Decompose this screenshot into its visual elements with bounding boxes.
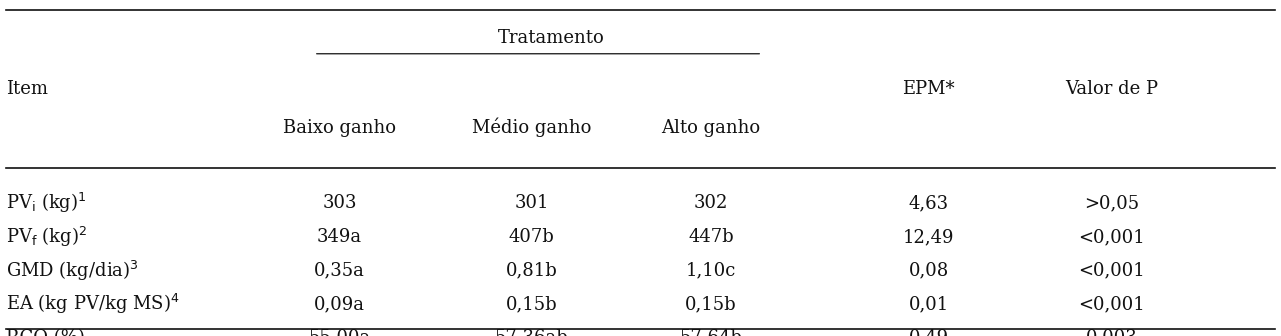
Text: 4,63: 4,63 [908, 194, 949, 212]
Text: EPM*: EPM* [902, 80, 956, 98]
Text: GMD (kg/dia)$^3$: GMD (kg/dia)$^3$ [6, 258, 140, 283]
Text: RCQ (%): RCQ (%) [6, 329, 86, 336]
Text: 0,15b: 0,15b [506, 295, 557, 313]
Text: Alto ganho: Alto ganho [661, 119, 761, 137]
Text: Médio ganho: Médio ganho [471, 118, 592, 137]
Text: 0,81b: 0,81b [506, 261, 557, 280]
Text: >0,05: >0,05 [1084, 194, 1140, 212]
Text: 302: 302 [694, 194, 728, 212]
Text: 303: 303 [323, 194, 356, 212]
Text: 0,35a: 0,35a [314, 261, 365, 280]
Text: 12,49: 12,49 [903, 228, 954, 246]
Text: <0,001: <0,001 [1079, 261, 1145, 280]
Text: Baixo ganho: Baixo ganho [283, 119, 396, 137]
Text: 407b: 407b [509, 228, 555, 246]
Text: 0,49: 0,49 [908, 329, 949, 336]
Text: EA (kg PV/kg MS)$^4$: EA (kg PV/kg MS)$^4$ [6, 292, 181, 316]
Text: 0,01: 0,01 [908, 295, 949, 313]
Text: 1,10c: 1,10c [685, 261, 737, 280]
Text: 0,003: 0,003 [1086, 329, 1138, 336]
Text: PV$_\mathrm{f}$ (kg)$^2$: PV$_\mathrm{f}$ (kg)$^2$ [6, 225, 87, 249]
Text: <0,001: <0,001 [1079, 295, 1145, 313]
Text: 349a: 349a [316, 228, 363, 246]
Text: Tratamento: Tratamento [497, 29, 605, 47]
Text: 301: 301 [515, 194, 548, 212]
Text: 57,36ab: 57,36ab [494, 329, 569, 336]
Text: <0,001: <0,001 [1079, 228, 1145, 246]
Text: 0,09a: 0,09a [314, 295, 365, 313]
Text: Valor de P: Valor de P [1066, 80, 1158, 98]
Text: PV$_\mathrm{i}$ (kg)$^1$: PV$_\mathrm{i}$ (kg)$^1$ [6, 191, 87, 215]
Text: 0,15b: 0,15b [685, 295, 737, 313]
Text: 57,64b: 57,64b [679, 329, 743, 336]
Text: Item: Item [6, 80, 49, 98]
Text: 447b: 447b [688, 228, 734, 246]
Text: 0,08: 0,08 [908, 261, 949, 280]
Text: 55,00a: 55,00a [309, 329, 370, 336]
